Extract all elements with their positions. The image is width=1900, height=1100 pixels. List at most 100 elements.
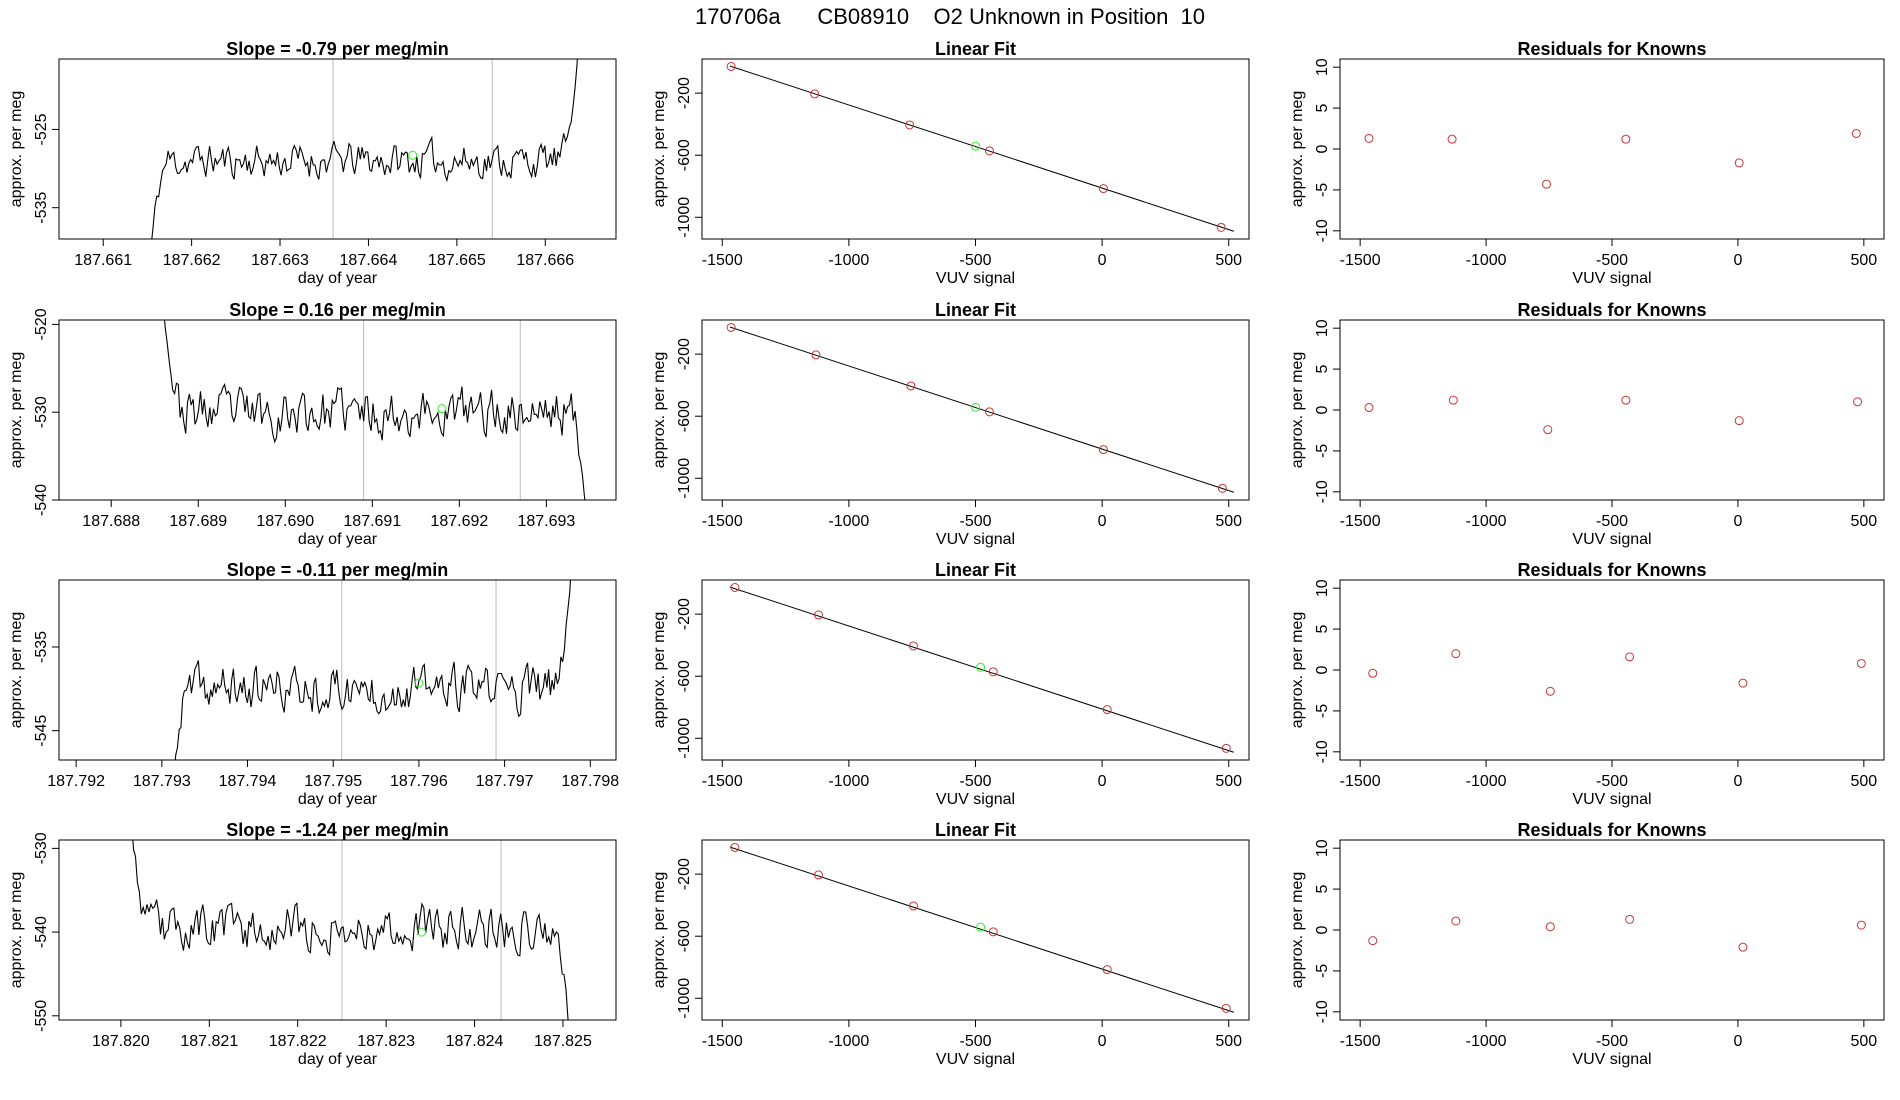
x-tick-label: -1000 <box>828 1033 869 1050</box>
residual-point-3 <box>1542 179 1552 189</box>
x-tick-label: 187.825 <box>534 1033 592 1050</box>
x-tick-label: 187.821 <box>180 1033 238 1050</box>
signal-line <box>151 59 578 239</box>
chart-panel-4-3: Residuals for Knowns -1500 -1000 -500 0 500 10… <box>1289 820 1885 1068</box>
residual-point-6 <box>1856 658 1866 668</box>
chart-title: Linear Fit <box>935 560 1016 580</box>
x-tick-label: 500 <box>1215 252 1242 269</box>
residual-point-6 <box>1856 920 1866 930</box>
y-axis-label: approx. per meg <box>651 612 668 729</box>
y-tick-label: -5 <box>1314 704 1331 718</box>
x-axis-label: VUV signal <box>936 791 1015 808</box>
x-tick-label: -500 <box>1596 773 1628 790</box>
y-tick-label: -200 <box>676 858 693 890</box>
known-point-2 <box>811 350 821 360</box>
x-tick-label: -1500 <box>702 513 743 530</box>
unknown-point <box>976 662 986 672</box>
plot-area <box>726 61 1234 232</box>
y-tick-label: -600 <box>676 400 693 432</box>
x-tick-label: -1000 <box>1466 252 1507 269</box>
known-point-2 <box>813 870 823 880</box>
fit-line <box>729 586 1234 753</box>
x-tick-label: -1000 <box>828 513 869 530</box>
known-point-1 <box>726 322 736 332</box>
x-tick-label: 500 <box>1851 513 1878 530</box>
residual-point-3 <box>1545 922 1555 932</box>
x-tick-label: -500 <box>1596 252 1628 269</box>
x-tick-label: -1500 <box>702 773 743 790</box>
signal-line <box>174 580 571 760</box>
known-point-3 <box>908 641 918 651</box>
chart-title: Residuals for Knowns <box>1517 300 1706 320</box>
plot-frame <box>1339 579 1885 761</box>
x-tick-label: 187.693 <box>517 513 575 530</box>
y-tick-label: -550 <box>33 1000 50 1032</box>
chart-panel-1-3: Residuals for Knowns -1500 -1000 -500 0 500 10… <box>1289 39 1885 287</box>
plot-area <box>729 582 1234 753</box>
known-point-5 <box>1098 445 1108 455</box>
x-tick-label: 500 <box>1215 1033 1242 1050</box>
x-tick-label: -1500 <box>1340 252 1381 269</box>
plot-area <box>1368 914 1866 952</box>
chart-title: Slope = -0.11 per meg/min <box>227 560 449 580</box>
chart-panel-1-1: Slope = -0.79 per meg/min 187.661 187.662 1… <box>8 39 617 287</box>
x-tick-label: 187.661 <box>74 252 132 269</box>
x-tick-label: 187.823 <box>357 1033 415 1050</box>
x-tick-label: 0 <box>1733 513 1742 530</box>
plot-area <box>1364 395 1863 435</box>
plot-area <box>729 842 1234 1013</box>
y-axis-label: approx. per meg <box>8 352 25 469</box>
known-point-5 <box>1098 184 1108 194</box>
y-axis-label: approx. per meg <box>651 352 668 469</box>
x-tick-label: 0 <box>1098 1033 1107 1050</box>
y-tick-label: -5 <box>1314 964 1331 978</box>
known-point-4 <box>984 407 994 417</box>
residual-point-3 <box>1543 425 1553 435</box>
fit-line <box>729 65 1234 232</box>
y-tick-label: 5 <box>1314 104 1331 113</box>
chart-panel-2-1: Slope = 0.16 per meg/min 187.688 187.689 18… <box>8 300 617 548</box>
chart-panel-2-3: Residuals for Knowns -1500 -1000 -500 0 500 10… <box>1289 300 1885 548</box>
unknown-point <box>976 922 986 932</box>
y-tick-label: 10 <box>1314 319 1331 337</box>
chart-panel-4-2: Linear Fit -1500 -1000 -500 0 500 -200 -600 -100… <box>651 820 1250 1068</box>
known-point-4 <box>988 927 998 937</box>
known-point-3 <box>905 120 915 130</box>
x-axis-label: VUV signal <box>1572 791 1651 808</box>
chart-title: Slope = 0.16 per meg/min <box>229 300 446 320</box>
y-tick-label: -10 <box>1314 1000 1331 1023</box>
y-tick-label: -535 <box>33 631 50 663</box>
x-tick-label: 0 <box>1098 252 1107 269</box>
y-tick-label: -545 <box>33 715 50 747</box>
plot-area <box>164 320 586 500</box>
known-point-3 <box>906 381 916 391</box>
x-tick-label: -1500 <box>1340 1033 1381 1050</box>
plot-area <box>726 322 1234 493</box>
y-tick-label: -10 <box>1314 219 1331 242</box>
known-point-2 <box>813 610 823 620</box>
residual-point-5 <box>1734 158 1744 168</box>
residual-point-2 <box>1447 134 1457 144</box>
residual-point-4 <box>1621 395 1631 405</box>
known-point-6 <box>1221 743 1231 753</box>
plot-frame <box>58 839 617 1021</box>
unknown-point <box>416 927 426 937</box>
x-tick-label: -1500 <box>702 252 743 269</box>
residual-point-2 <box>1451 649 1461 659</box>
x-tick-label: 187.689 <box>169 513 227 530</box>
x-axis-label: day of year <box>298 270 378 287</box>
y-tick-label: 0 <box>1314 925 1331 934</box>
x-tick-label: 187.691 <box>343 513 401 530</box>
known-point-2 <box>810 89 820 99</box>
y-tick-label: 0 <box>1314 405 1331 414</box>
x-axis-label: day of year <box>298 791 378 808</box>
residual-point-1 <box>1364 403 1374 413</box>
x-tick-label: 500 <box>1851 1033 1878 1050</box>
x-tick-label: 187.663 <box>251 252 309 269</box>
residual-point-5 <box>1738 678 1748 688</box>
y-tick-label: 5 <box>1314 625 1331 634</box>
x-tick-label: -1500 <box>702 1033 743 1050</box>
plot-area <box>151 59 578 239</box>
x-tick-label: -1000 <box>1466 1033 1507 1050</box>
x-axis-label: VUV signal <box>936 270 1015 287</box>
